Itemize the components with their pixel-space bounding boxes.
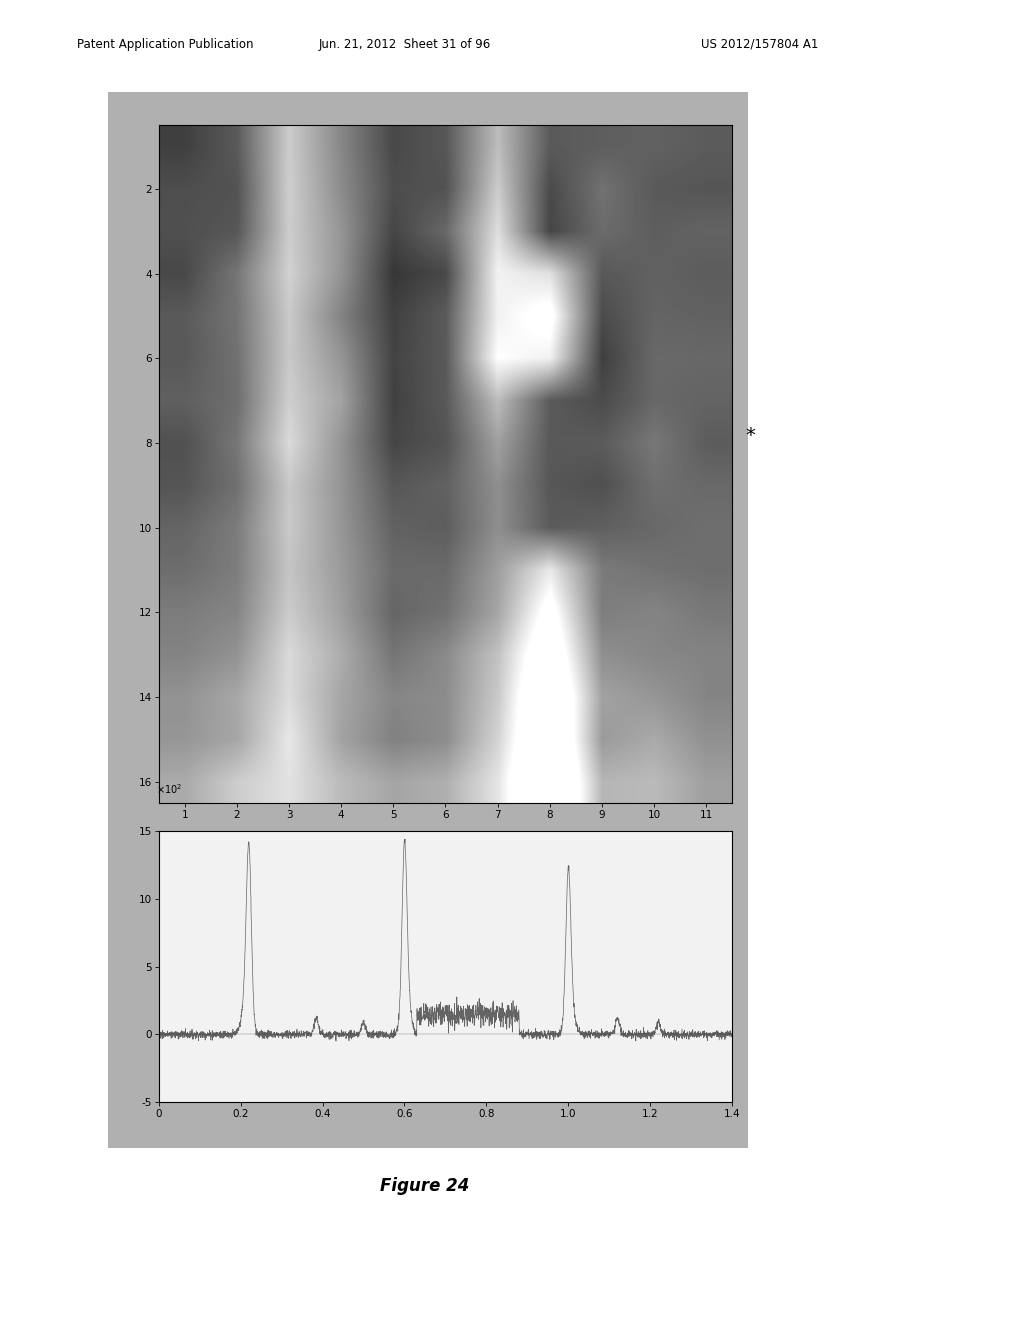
Text: *: * [745, 426, 756, 445]
Text: Figure 24: Figure 24 [380, 1176, 470, 1195]
Text: Jun. 21, 2012  Sheet 31 of 96: Jun. 21, 2012 Sheet 31 of 96 [318, 37, 490, 50]
Text: US 2012/157804 A1: US 2012/157804 A1 [701, 37, 819, 50]
Text: $\times10^2$: $\times10^2$ [156, 783, 182, 796]
Text: Patent Application Publication: Patent Application Publication [77, 37, 253, 50]
